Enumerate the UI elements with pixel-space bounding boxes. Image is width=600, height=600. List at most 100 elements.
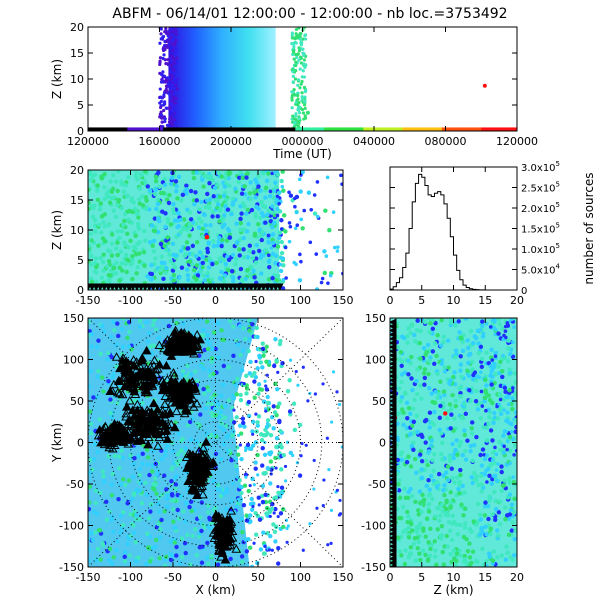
x-y-point [170,507,176,512]
z-y-point [483,377,488,383]
x-y-point [248,359,253,365]
x-z-point [279,178,284,184]
z-y-point [511,386,515,390]
x-z-point [163,224,168,230]
x-y-point [149,502,154,507]
x-y-point [239,456,244,462]
x-y-point [239,490,244,496]
x-z-point [107,249,113,254]
x-y-point [264,359,269,364]
x-z-point [272,220,277,226]
time-height-y-tick-label: 10 [70,73,84,86]
z-y-point [459,415,464,421]
z-y-point [466,373,472,379]
z-y-point [498,359,503,365]
x-y-point [138,480,143,486]
z-y-point [495,416,500,421]
z-y-point [466,352,472,358]
x-y-point [270,501,275,507]
x-y-station-marker [146,419,157,429]
z-y-point [428,526,433,531]
time-height-ground-mark [155,127,160,131]
x-z-point [278,262,283,267]
z-y-point [399,363,404,369]
z-y-point [490,512,495,517]
x-y-station-marker [195,466,206,476]
x-y-point [249,564,255,567]
x-z-point [98,255,103,261]
time-height-point [174,96,178,100]
z-y-point [487,494,492,499]
z-y-point [506,532,512,537]
time-height-ground-mark [266,127,271,131]
x-z-point [215,243,220,248]
z-y-point [509,528,515,533]
x-z-point [130,209,135,215]
x-z-point [288,224,293,229]
x-z-point [140,203,146,208]
x-y-point [242,483,248,488]
time-height-ground-mark [213,127,218,131]
x-y-point [257,517,263,522]
x-z-point [237,237,243,242]
histogram-y-tick-label: 2.0x105 [521,201,560,215]
x-y-station-marker [190,340,201,349]
x-y-point [137,466,143,472]
x-y-point [205,523,210,529]
x-z-point [145,184,151,189]
z-y-point [450,513,455,518]
time-height-point [298,31,302,36]
x-z-point [280,170,285,174]
time-height-point [297,49,302,53]
x-y-point [93,500,98,506]
z-y-point [426,493,432,498]
time-height-point [161,34,166,39]
time-height-point [163,117,167,121]
time-height-point [170,54,174,58]
z-y-point [490,450,496,455]
x-y-point [88,484,93,490]
x-z-x-tick-label: 100 [290,294,311,307]
x-z-point [273,260,278,266]
x-y-point [178,494,184,499]
x-z-point [181,217,187,222]
x-y-station-marker [143,432,154,442]
x-y-point [173,420,178,425]
z-y-point [479,489,484,494]
time-height-ground-mark [191,127,196,131]
x-y-x-label: X (km) [195,583,235,597]
x-y-point [148,559,153,564]
time-height-point [300,91,304,95]
x-y-station-marker [141,345,152,355]
x-z-point [287,221,292,225]
x-y-point [176,431,181,436]
z-y-point [433,548,438,553]
x-y-point [109,493,115,498]
z-y-point [507,367,512,372]
time-height-point [291,70,295,74]
z-y-point [423,440,428,445]
time-height-x-tick-label: 080000 [425,135,467,148]
time-height-point [158,87,162,91]
x-y-point [133,539,138,545]
x-y-y-tick-label: -150 [59,561,84,574]
x-z-point [277,235,282,241]
time-height-point [169,77,174,82]
z-y-point [406,535,412,540]
z-y-point [484,532,489,537]
time-height-ground-mark [205,127,210,131]
x-y-point [238,352,243,358]
time-height-ground-mark [177,127,182,131]
z-y-point [458,335,464,340]
x-z-point [292,260,297,265]
z-y-point [406,372,411,377]
x-y-point [95,449,100,455]
x-z-point [152,216,158,221]
x-y-point [183,446,188,451]
x-z-point [293,204,297,209]
x-y-point [179,318,185,321]
x-y-point [152,487,157,492]
x-z-point [263,247,269,253]
x-y-station-marker [182,406,193,415]
z-y-point [427,425,432,430]
